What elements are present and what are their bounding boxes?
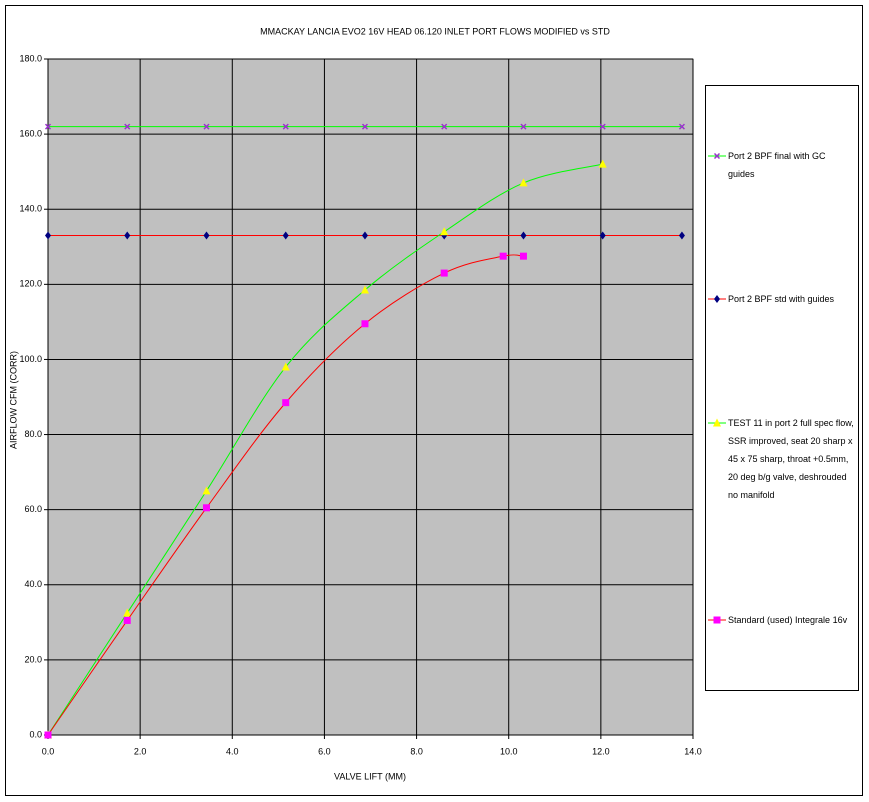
legend-swatch — [708, 418, 726, 427]
marker — [519, 252, 527, 260]
marker — [361, 123, 369, 130]
marker — [45, 231, 51, 240]
chart-title: MMACKAY LANCIA EVO2 16V HEAD 06.120 INLE… — [260, 26, 610, 36]
x-axis-label: VALVE LIFT (MM) — [334, 771, 406, 781]
y-tick-label: 20.0 — [24, 654, 42, 664]
y-tick-label: 180.0 — [19, 53, 42, 63]
y-tick-label: 140.0 — [19, 204, 42, 214]
marker — [520, 123, 527, 130]
marker — [713, 616, 721, 624]
marker — [714, 294, 720, 303]
marker — [203, 123, 210, 130]
y-tick-label: 100.0 — [19, 354, 42, 364]
marker — [281, 362, 290, 371]
marker — [282, 231, 289, 240]
x-tick-label: 10.0 — [500, 746, 518, 756]
marker — [202, 504, 210, 512]
y-tick-label: 120.0 — [19, 279, 42, 289]
marker — [360, 285, 369, 294]
marker — [361, 231, 368, 240]
marker — [123, 616, 131, 624]
legend-label: Port 2 BPF std with guides — [728, 293, 835, 304]
y-tick-label: 60.0 — [24, 504, 42, 514]
legend-entry: TEST 11 in port 2 full spec flow, SSR im… — [706, 414, 858, 504]
legend-entry: Standard (used) Integrale 16v — [706, 611, 858, 629]
marker — [202, 486, 211, 495]
marker — [599, 231, 606, 240]
x-tick-label: 6.0 — [318, 746, 331, 756]
legend-swatch — [708, 616, 726, 624]
legend-swatch — [708, 294, 726, 303]
legend: Port 2 BPF final with GC guides Port 2 BP… — [705, 85, 859, 691]
legend-label: TEST 11 in port 2 full spec flow, SSR im… — [728, 418, 854, 501]
marker — [499, 252, 507, 260]
marker — [282, 123, 289, 130]
x-tick-label: 2.0 — [134, 746, 147, 756]
chart-frame — [5, 5, 863, 796]
y-tick-label: 80.0 — [24, 429, 42, 439]
marker — [713, 153, 721, 160]
x-tick-label: 12.0 — [592, 746, 610, 756]
marker — [203, 231, 210, 240]
x-tick-label: 0.0 — [42, 746, 55, 756]
marker — [678, 123, 685, 130]
marker — [361, 320, 369, 328]
y-tick-label: 40.0 — [24, 579, 42, 589]
marker — [440, 269, 448, 277]
y-axis-label: AIRFLOW CFM (CORR) — [8, 351, 18, 449]
marker — [598, 159, 607, 168]
legend-entry: Port 2 BPF std with guides — [706, 290, 858, 308]
marker — [599, 123, 606, 130]
legend-label: Standard (used) Integrale 16v — [728, 614, 848, 625]
marker — [519, 178, 528, 187]
y-tick-label: 160.0 — [19, 128, 42, 138]
legend-label: Port 2 BPF final with GC guides — [728, 151, 826, 180]
marker — [123, 608, 132, 617]
marker — [282, 399, 290, 407]
marker — [44, 123, 52, 130]
x-tick-label: 14.0 — [684, 746, 702, 756]
marker — [520, 231, 527, 240]
x-tick-label: 4.0 — [226, 746, 239, 756]
marker — [44, 731, 52, 739]
marker — [441, 123, 448, 130]
x-tick-label: 8.0 — [410, 746, 423, 756]
marker — [124, 123, 131, 130]
plot-area — [47, 58, 694, 736]
legend-swatch — [708, 153, 726, 160]
marker — [440, 227, 449, 236]
marker — [713, 418, 721, 427]
marker — [124, 231, 131, 240]
legend-entry: Port 2 BPF final with GC guides — [706, 147, 858, 183]
y-tick-label: 0.0 — [29, 729, 42, 739]
marker — [678, 231, 685, 240]
